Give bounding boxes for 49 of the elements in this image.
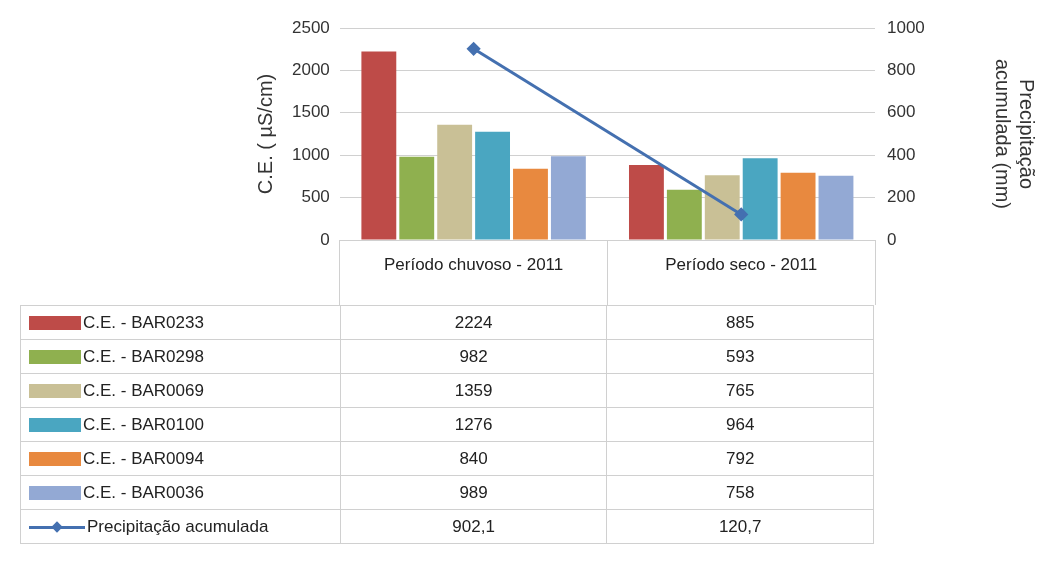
- y2-tick-label: 1000: [887, 17, 925, 37]
- y-tick-label: 1000: [291, 144, 330, 164]
- data-label: 2224: [340, 305, 607, 340]
- data-label: 758: [606, 475, 874, 510]
- y2-tick-label: 600: [887, 102, 916, 122]
- bar: [437, 124, 473, 240]
- y2-tick-label: 200: [887, 187, 916, 207]
- legend-label: Precipitação acumulada: [87, 516, 269, 536]
- y2-axis-title: Precipitação acumulada (mm): [992, 58, 1038, 210]
- legend-label: C.E. - BAR0069: [83, 380, 204, 400]
- data-label: 840: [340, 441, 607, 476]
- data-label: 593: [606, 339, 874, 374]
- y-tick-label: 2500: [291, 17, 330, 37]
- y-tick-label: 1500: [291, 102, 330, 122]
- legend-label: C.E. - BAR0100: [83, 414, 204, 434]
- legend-label: C.E. - BAR0036: [83, 482, 204, 502]
- bar: [742, 158, 778, 240]
- data-label: 964: [606, 407, 874, 442]
- bar: [666, 189, 702, 240]
- legend-label: C.E. - BAR0094: [83, 448, 204, 468]
- data-label: 982: [340, 339, 607, 374]
- bar: [399, 156, 435, 240]
- legend-label: C.E. - BAR0233: [83, 312, 204, 332]
- x-tick-label: Período chuvoso - 2011: [383, 254, 564, 274]
- data-label: 765: [606, 373, 874, 408]
- bar: [704, 175, 740, 240]
- x-tick-label: Período seco - 2011: [665, 254, 818, 274]
- data-label: 989: [340, 475, 607, 510]
- y-tick-label: 0: [320, 229, 330, 249]
- bar: [818, 175, 854, 240]
- data-label: 120,7: [606, 509, 874, 544]
- data-label: 1276: [340, 407, 607, 442]
- y2-tick-label: 0: [887, 229, 897, 249]
- bar: [780, 172, 816, 240]
- bar: [361, 51, 397, 240]
- y-tick-label: 500: [301, 187, 330, 207]
- y2-tick-label: 400: [887, 144, 916, 164]
- data-label: 885: [606, 305, 874, 340]
- legend-label: C.E. - BAR0298: [83, 346, 204, 366]
- y2-tick-label: 800: [887, 60, 916, 80]
- y-axis-title: C.E. ( µS/cm): [253, 73, 276, 195]
- bar: [513, 168, 548, 240]
- y-tick-label: 2000: [291, 60, 330, 80]
- data-label: 902,1: [340, 509, 607, 544]
- bar: [550, 156, 586, 240]
- data-label: 1359: [340, 373, 607, 408]
- bar: [475, 131, 511, 240]
- data-label: 792: [606, 441, 874, 476]
- bar: [629, 164, 664, 240]
